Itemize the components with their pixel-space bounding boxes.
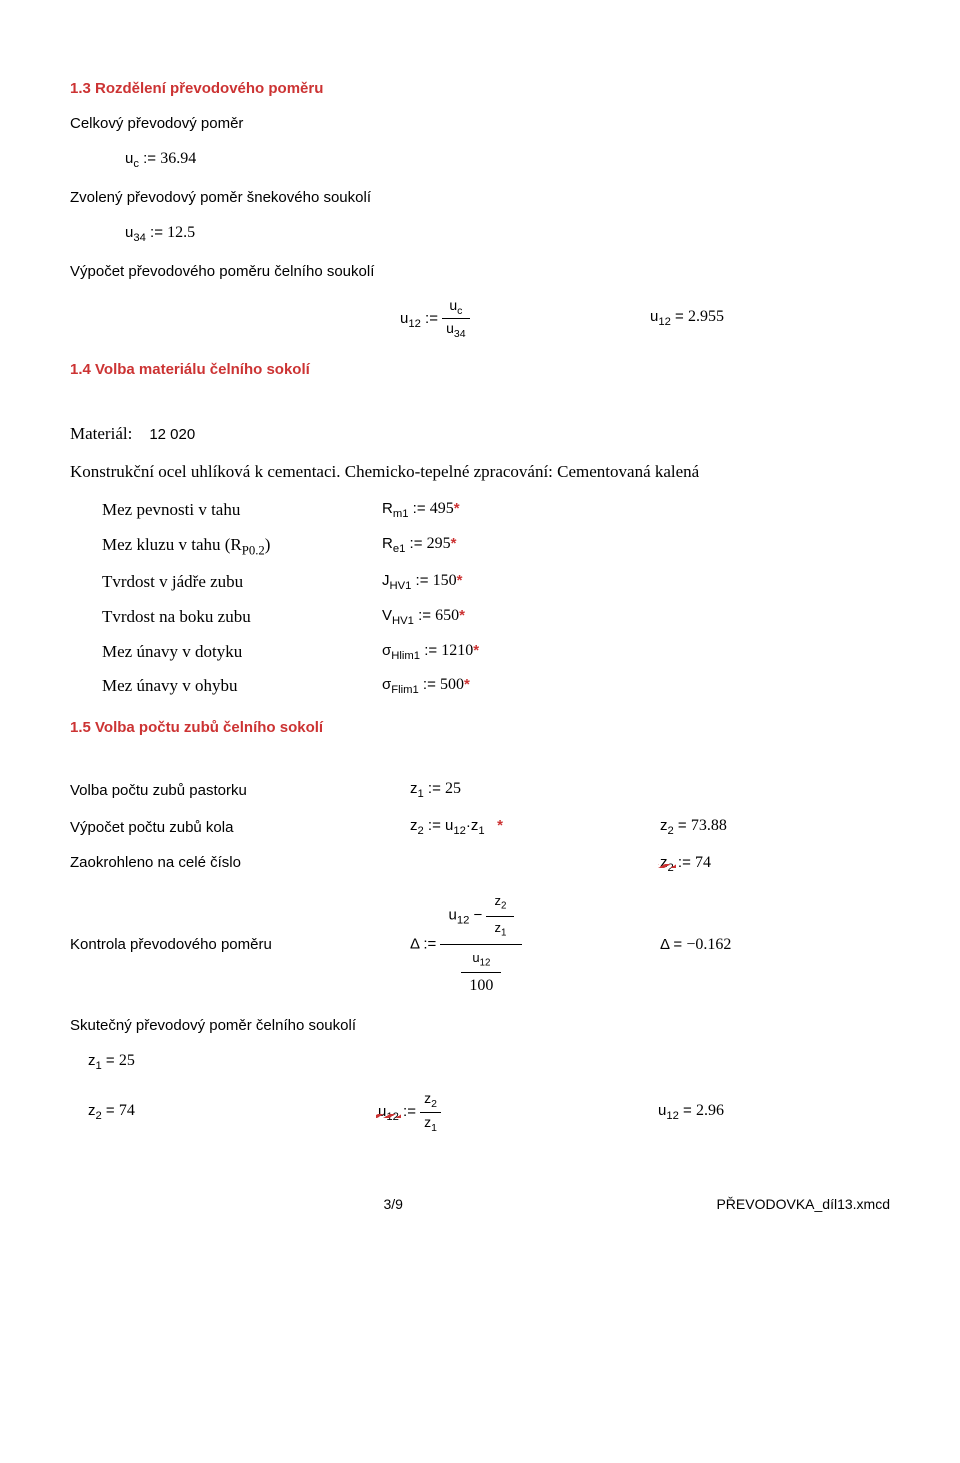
page-footer: 3/9 PŘEVODOVKA_díl13.xmcd [70, 1195, 890, 1215]
eq-uc: uc := 36.94 [125, 148, 890, 173]
material-desc: Konstrukční ocel uhlíková k cementaci. C… [70, 460, 890, 484]
prop-row-rm1: Mez pevnosti v tahu Rm1 := 495* [70, 498, 890, 523]
prop-row-re1: Mez kluzu v tahu (RP0.2) Re1 := 295* [70, 533, 890, 560]
delta-result: Δ = −0.162 [660, 934, 731, 956]
prop-row-sigma-hlim1: Mez únavy v dotyku σHlim1 := 1210* [70, 640, 890, 665]
eq-u34: u34 := 12.5 [125, 222, 890, 247]
row-u12-final: z2 = 74 u12 := z2 z1 u12 = 2.96 [88, 1089, 890, 1135]
row-delta: Kontrola převodového poměru Δ := u12 − z… [70, 888, 890, 1001]
row-z2-calc: Výpočet počtu zubů kola z2 := u12·z1 * z… [70, 815, 890, 840]
row-z2-round: Zaokrohleno na celé číslo z2 := 74 [70, 852, 890, 877]
text-skutecny-pomer: Skutečný převodový poměr čelního soukolí [70, 1015, 890, 1036]
eq-u12-result: u12 = 2.955 [650, 306, 724, 331]
section-1-3-heading: 1.3 Rozdělení převodového poměru [70, 78, 890, 99]
section-1-4-heading: 1.4 Volba materiálu čelního sokolí [70, 359, 890, 380]
text-vypocet-celni: Výpočet převodového poměru čelního souko… [70, 261, 890, 282]
row-z1: Volba počtu zubů pastorku z1 := 25 [70, 778, 890, 803]
eq-u12-def: u12 := uc u34 u12 = 2.955 [400, 296, 890, 342]
file-name: PŘEVODOVKA_díl13.xmcd [716, 1195, 890, 1215]
section-1-5-heading: 1.5 Volba počtu zubů čelního sokolí [70, 717, 890, 738]
text-zvoleny-pomer: Zvolený převodový poměr šnekového soukol… [70, 187, 890, 208]
text-celkovy-pomer: Celkový převodový poměr [70, 113, 890, 134]
u12-final-result: u12 = 2.96 [658, 1100, 724, 1125]
page-number: 3/9 [384, 1195, 403, 1215]
z1-echo: z1 = 25 [88, 1050, 890, 1075]
material-line: Materiál: 12 020 [70, 422, 890, 446]
prop-row-vhv1: Tvrdost na boku zubu VHV1 := 650* [70, 605, 890, 630]
z2-result: z2 = 73.88 [660, 815, 727, 840]
prop-row-sigma-flim1: Mez únavy v ohybu σFlim1 := 500* [70, 674, 890, 699]
prop-row-jhv1: Tvrdost v jádře zubu JHV1 := 150* [70, 570, 890, 595]
